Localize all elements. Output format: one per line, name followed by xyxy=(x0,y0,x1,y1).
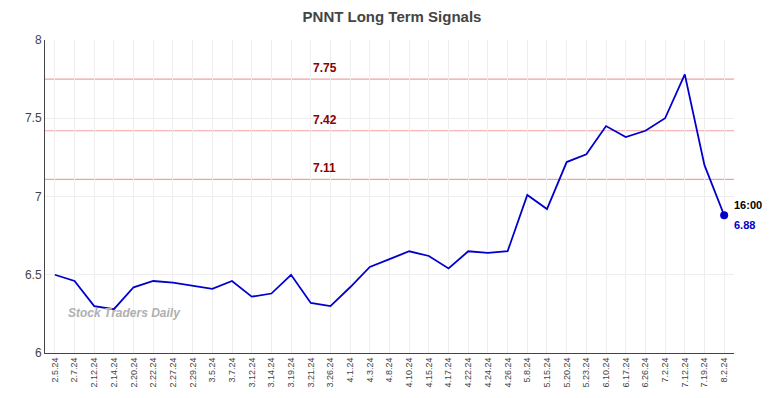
svg-text:2.29.24: 2.29.24 xyxy=(188,358,198,388)
svg-text:4.10.24: 4.10.24 xyxy=(404,358,414,388)
svg-text:7.11: 7.11 xyxy=(313,161,336,175)
svg-text:3.7.24: 3.7.24 xyxy=(227,358,237,383)
svg-text:4.24.24: 4.24.24 xyxy=(483,358,493,388)
svg-text:6.26.24: 6.26.24 xyxy=(640,358,650,388)
svg-text:8.2.24: 8.2.24 xyxy=(719,358,729,383)
svg-text:7.2.24: 7.2.24 xyxy=(660,358,670,383)
svg-text:16:00: 16:00 xyxy=(734,199,762,211)
svg-text:6: 6 xyxy=(35,346,42,360)
svg-text:5.8.24: 5.8.24 xyxy=(522,358,532,383)
svg-text:4.22.24: 4.22.24 xyxy=(463,358,473,388)
svg-text:4.26.24: 4.26.24 xyxy=(503,358,513,388)
svg-text:PNNT Long Term Signals: PNNT Long Term Signals xyxy=(303,8,482,25)
svg-text:2.5.24: 2.5.24 xyxy=(50,358,60,383)
svg-text:2.7.24: 2.7.24 xyxy=(69,358,79,383)
svg-text:7: 7 xyxy=(35,190,42,204)
svg-text:7.19.24: 7.19.24 xyxy=(699,358,709,388)
svg-text:5.15.24: 5.15.24 xyxy=(542,358,552,388)
svg-text:3.19.24: 3.19.24 xyxy=(286,358,296,388)
svg-text:2.27.24: 2.27.24 xyxy=(168,358,178,388)
svg-text:5.23.24: 5.23.24 xyxy=(581,358,591,388)
svg-text:7.5: 7.5 xyxy=(25,111,42,125)
svg-text:2.22.24: 2.22.24 xyxy=(148,358,158,388)
svg-text:3.21.24: 3.21.24 xyxy=(306,358,316,388)
svg-text:4.15.24: 4.15.24 xyxy=(424,358,434,388)
svg-text:4.17.24: 4.17.24 xyxy=(443,358,453,388)
svg-text:8: 8 xyxy=(35,33,42,47)
svg-text:6.5: 6.5 xyxy=(25,268,42,282)
svg-text:3.5.24: 3.5.24 xyxy=(207,358,217,383)
svg-text:7.75: 7.75 xyxy=(313,61,337,75)
svg-text:2.12.24: 2.12.24 xyxy=(89,358,99,388)
svg-text:Stock Traders Daily: Stock Traders Daily xyxy=(68,306,181,320)
svg-text:7.42: 7.42 xyxy=(313,113,337,127)
svg-text:3.14.24: 3.14.24 xyxy=(266,358,276,388)
svg-text:3.12.24: 3.12.24 xyxy=(247,358,257,388)
svg-text:6.17.24: 6.17.24 xyxy=(621,358,631,388)
svg-text:6.88: 6.88 xyxy=(734,219,755,231)
svg-text:4.3.24: 4.3.24 xyxy=(365,358,375,383)
svg-text:2.14.24: 2.14.24 xyxy=(109,358,119,388)
svg-text:7.12.24: 7.12.24 xyxy=(680,358,690,388)
svg-text:2.20.24: 2.20.24 xyxy=(129,358,139,388)
svg-text:4.1.24: 4.1.24 xyxy=(345,358,355,383)
svg-text:4.8.24: 4.8.24 xyxy=(384,358,394,383)
svg-text:5.20.24: 5.20.24 xyxy=(562,358,572,388)
svg-text:6.10.24: 6.10.24 xyxy=(601,358,611,388)
svg-text:3.26.24: 3.26.24 xyxy=(325,358,335,388)
